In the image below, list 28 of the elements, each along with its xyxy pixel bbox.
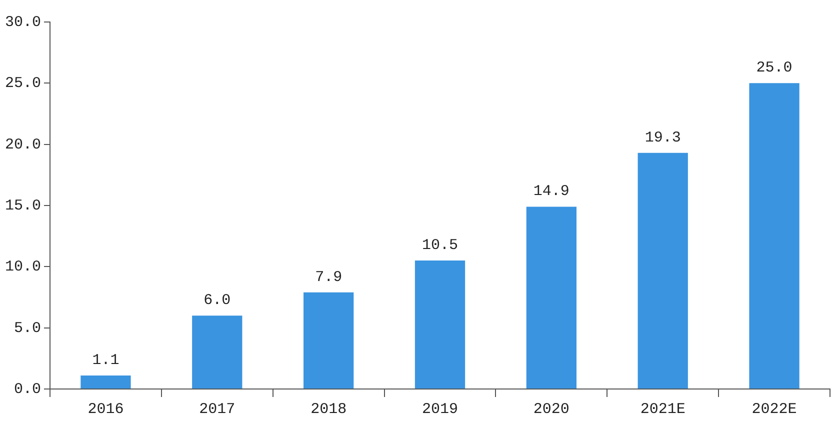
y-tick-label: 20.0 — [4, 136, 42, 154]
y-tick-label: 5.0 — [14, 320, 42, 337]
x-tick-label: 2022E — [752, 400, 797, 418]
bar — [304, 292, 354, 388]
bar — [638, 152, 688, 388]
data-label: 14.9 — [533, 183, 570, 200]
x-tick-label: 2021E — [640, 400, 686, 418]
x-tick-label: 2018 — [310, 400, 347, 418]
bar — [526, 206, 576, 388]
data-label: 19.3 — [644, 129, 681, 146]
bar — [192, 316, 242, 388]
bar — [80, 376, 131, 388]
data-label: 10.5 — [422, 237, 458, 254]
data-label: 6.0 — [204, 292, 231, 310]
data-label: 25.0 — [756, 60, 792, 77]
data-label: 7.9 — [315, 268, 342, 286]
y-tick-label: 15.0 — [4, 197, 42, 214]
y-tick-label: 30.0 — [4, 14, 42, 31]
data-label: 1.1 — [92, 352, 120, 370]
x-tick-label: 2017 — [199, 400, 236, 418]
x-tick-label: 2019 — [422, 400, 458, 418]
x-tick-label: 2016 — [88, 400, 124, 418]
bar — [414, 260, 466, 388]
x-tick-label: 2020 — [533, 400, 570, 418]
bar — [749, 83, 800, 388]
y-tick-label: 0.0 — [14, 380, 42, 398]
y-tick-label: 25.0 — [4, 75, 42, 92]
y-tick-label: 10.0 — [4, 258, 42, 276]
